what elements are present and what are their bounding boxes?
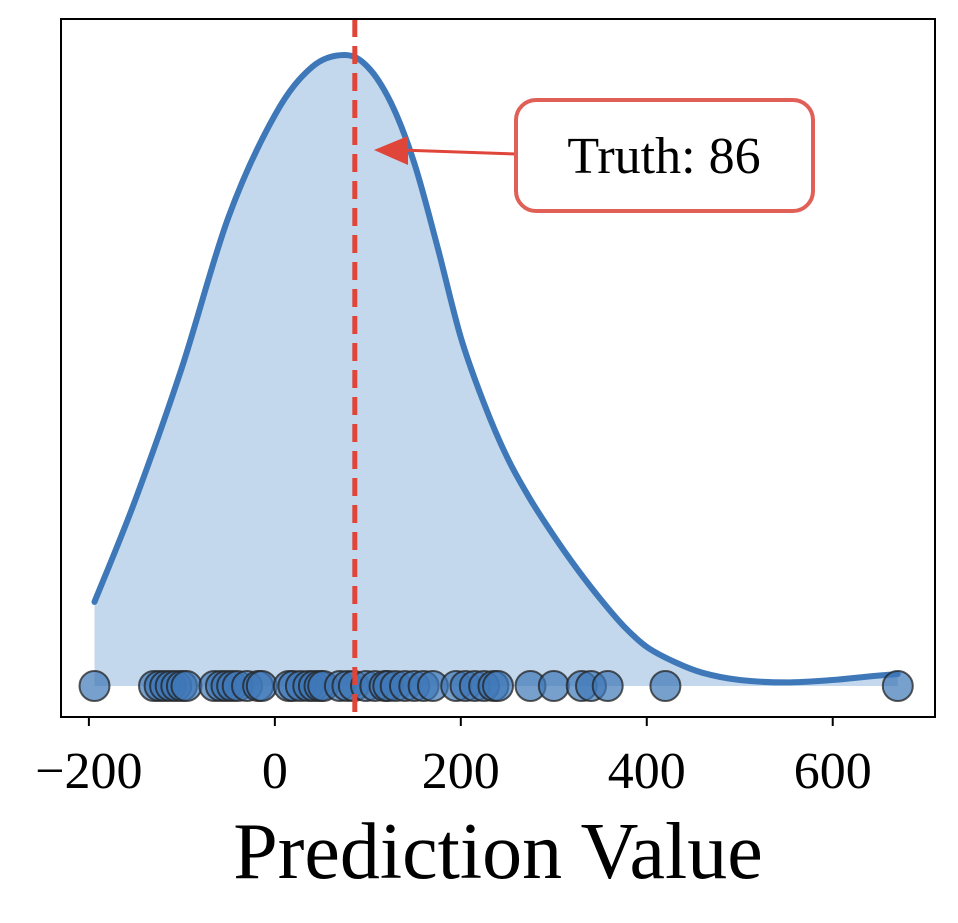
- density-curve: [91, 52, 901, 686]
- chart-marks: [78, 19, 914, 717]
- prediction-point: [482, 670, 514, 702]
- truth-annotation: Truth: 86: [374, 98, 815, 213]
- prediction-point: [649, 670, 682, 702]
- x-axis-label: Prediction Value: [233, 808, 763, 896]
- annotation-arrow-shaft: [399, 148, 517, 156]
- x-tick-label: 600: [794, 743, 872, 800]
- x-tick-label: 400: [608, 743, 686, 800]
- prediction-point: [170, 670, 203, 702]
- annotation-text: Truth: 86: [567, 128, 760, 185]
- x-tick-label: 0: [262, 743, 288, 800]
- density-area: [94, 55, 898, 686]
- prediction-point: [78, 670, 111, 702]
- x-tick-label: −200: [35, 743, 142, 800]
- annotation-arrowhead: [374, 136, 408, 165]
- prediction-point: [537, 670, 570, 702]
- prediction-point: [591, 670, 624, 702]
- plot-frame: [60, 18, 936, 718]
- annotation-box: [514, 98, 815, 213]
- x-axis: −200 0 200 400 600: [35, 717, 872, 800]
- prediction-point: [881, 670, 914, 702]
- x-tick-label: 200: [422, 743, 500, 800]
- prediction-point: [245, 670, 278, 702]
